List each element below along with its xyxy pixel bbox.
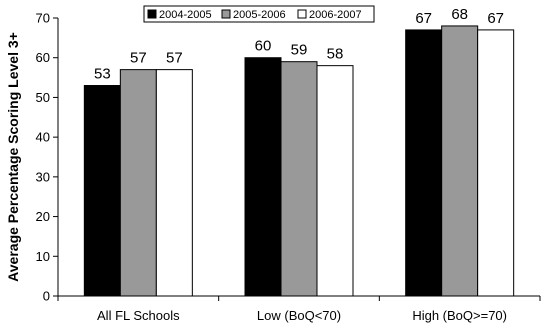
bar: [280, 61, 318, 297]
legend-swatch: [297, 9, 307, 19]
legend-label: 2004-2005: [159, 9, 212, 21]
data-label: 57: [130, 50, 147, 67]
data-label: 57: [166, 50, 183, 67]
x-tick-label: Low (BoQ<70): [257, 308, 341, 323]
legend-box: [143, 5, 375, 23]
y-tick-label: 0: [43, 289, 50, 304]
x-axis: All FL Schools Low (BoQ<70) High (BoQ>=70): [57, 295, 541, 323]
y-tick-label: 70: [36, 11, 50, 26]
y-tick-label: 30: [36, 169, 50, 184]
bar: [119, 69, 157, 297]
x-tick-label: All FL Schools: [97, 308, 180, 323]
bar: [83, 85, 121, 297]
bar: [441, 25, 479, 297]
legend: 2004-2005 2005-2006 2006-2007: [143, 5, 375, 23]
bar: [316, 65, 354, 297]
data-label: 58: [327, 46, 344, 63]
bar: [477, 29, 515, 297]
data-label: 68: [451, 6, 468, 23]
legend-label: 2006-2007: [309, 9, 362, 21]
bar: [155, 69, 193, 297]
y-axis: 0 10 20 30 40 50 60 70: [36, 11, 59, 304]
data-label: 67: [415, 10, 432, 27]
data-label: 60: [255, 38, 272, 55]
y-tick-label: 50: [36, 90, 50, 105]
legend-label: 2005-2006: [233, 9, 286, 21]
legend-swatch: [147, 9, 157, 19]
y-tick-label: 20: [36, 209, 50, 224]
data-label: 53: [94, 66, 111, 83]
y-tick-label: 10: [36, 249, 50, 264]
data-label: 67: [487, 10, 504, 27]
x-tick-label: High (BoQ>=70): [412, 308, 507, 323]
bar: [405, 29, 443, 297]
data-label: 59: [291, 42, 308, 59]
legend-swatch: [221, 9, 231, 19]
y-axis-label: Average Percentage Scoring Level 3+: [5, 32, 21, 282]
bar: [244, 57, 282, 297]
bars: 53 57 57 60 59 58 67 68 67: [83, 6, 515, 297]
y-tick-label: 60: [36, 50, 50, 65]
y-tick-label: 40: [36, 130, 50, 145]
